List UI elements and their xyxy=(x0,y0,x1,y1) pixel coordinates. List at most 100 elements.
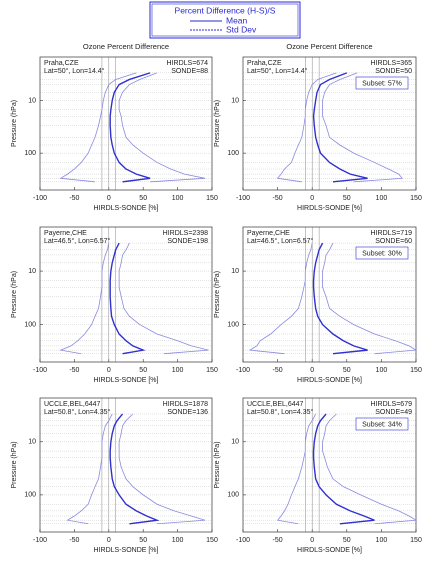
station: Praha,CZE xyxy=(247,60,282,67)
station: UCCLE,BEL,6447 xyxy=(44,401,101,408)
x-tick-label: 0 xyxy=(310,195,314,202)
y-tick-label: 10 xyxy=(231,439,239,446)
subset-label: Subset: 57% xyxy=(362,80,402,87)
y-tick-label: 10 xyxy=(28,268,36,275)
chart-title: Ozone Percent Difference xyxy=(83,42,169,51)
sonde-count: SONDE=60 xyxy=(375,238,412,245)
y-tick-label: 100 xyxy=(24,492,36,499)
x-tick-label: 50 xyxy=(139,537,147,544)
sonde-count: SONDE=198 xyxy=(167,238,208,245)
y-axis-label: Pressure (hPa) xyxy=(214,441,221,488)
x-tick-label: -100 xyxy=(236,537,250,544)
station: Payerne,CHE xyxy=(44,230,87,237)
mean-line xyxy=(109,72,151,183)
x-tick-label: -100 xyxy=(33,367,47,374)
std-dev-line xyxy=(322,413,418,525)
panel: -100 -50 0 50 100 150 10 100 HIRDLS-SONDE [%] Pre… xyxy=(214,42,422,212)
y-tick-label: 100 xyxy=(227,492,239,499)
std-dev-line xyxy=(118,242,209,355)
y-tick-label: 10 xyxy=(231,268,239,275)
std-dev-line xyxy=(59,243,110,355)
y-tick-label: 100 xyxy=(24,150,36,157)
panel: -100 -50 0 50 100 150 10 100 HIRDLS-SONDE [%] Pre… xyxy=(11,397,218,554)
x-tick-label: -50 xyxy=(273,537,283,544)
location: Lat=50.8°, Lon=4.35° xyxy=(44,408,111,416)
x-tick-label: 100 xyxy=(172,537,184,544)
x-axis-label: HIRDLS-SONDE [%] xyxy=(297,377,362,384)
x-tick-label: 150 xyxy=(206,195,218,202)
x-axis-label: HIRDLS-SONDE [%] xyxy=(94,377,159,384)
subset-label: Subset: 30% xyxy=(362,250,402,257)
x-tick-label: -50 xyxy=(273,367,283,374)
plot-frame xyxy=(39,226,213,363)
x-tick-label: 0 xyxy=(107,537,111,544)
plot-frame xyxy=(39,397,213,533)
panel: -100 -50 0 50 100 150 10 100 HIRDLS-SONDE [%] Pre… xyxy=(214,397,422,554)
legend-label: Std Dev xyxy=(226,24,257,34)
legend-box-inner xyxy=(151,3,299,37)
plot-frame xyxy=(242,226,417,363)
x-tick-label: 0 xyxy=(310,537,314,544)
x-tick-label: 150 xyxy=(206,537,218,544)
hirdls-count: HIRDLS=2398 xyxy=(163,230,208,237)
x-tick-label: 150 xyxy=(410,195,422,202)
subset-label: Subset: 34% xyxy=(362,421,402,428)
x-tick-label: 0 xyxy=(107,367,111,374)
x-tick-label: 150 xyxy=(410,367,422,374)
y-tick-label: 10 xyxy=(28,97,36,104)
x-tick-label: 50 xyxy=(343,537,351,544)
x-tick-label: -50 xyxy=(69,367,79,374)
x-tick-label: -50 xyxy=(69,537,79,544)
std-dev-line xyxy=(66,413,113,525)
legend-title: Percent Difference (H-S)/S xyxy=(175,5,276,15)
subset-box xyxy=(355,417,409,431)
panel: -100 -50 0 50 100 150 10 100 HIRDLS-SONDE [%] Pre… xyxy=(11,42,218,212)
std-dev-line xyxy=(248,243,313,355)
y-tick-label: 10 xyxy=(231,97,239,104)
panel: -100 -50 0 50 100 150 10 100 HIRDLS-SONDE [%] Pre… xyxy=(214,226,422,384)
x-tick-label: 100 xyxy=(172,195,184,202)
location: Lat=50°, Lon=14.4° xyxy=(44,67,105,75)
x-tick-label: 0 xyxy=(107,195,111,202)
x-tick-label: 100 xyxy=(376,367,388,374)
x-tick-label: -50 xyxy=(273,195,283,202)
mean-line xyxy=(109,413,160,525)
x-tick-label: 100 xyxy=(172,367,184,374)
sonde-count: SONDE=49 xyxy=(375,409,412,416)
y-tick-label: 100 xyxy=(24,321,36,328)
std-dev-line xyxy=(276,72,337,183)
station: UCCLE,BEL,6447 xyxy=(247,401,304,408)
location: Lat=46.5°, Lon=6.57° xyxy=(247,237,314,245)
y-tick-label: 10 xyxy=(28,439,36,446)
chart-title: Ozone Percent Difference xyxy=(286,42,372,51)
x-tick-label: -50 xyxy=(69,195,79,202)
sonde-count: SONDE=88 xyxy=(171,68,208,75)
std-dev-line xyxy=(322,72,403,183)
subset-box xyxy=(355,76,409,90)
location: Lat=50°, Lon=14.4° xyxy=(247,67,308,75)
panel: -100 -50 0 50 100 150 10 100 HIRDLS-SONDE [%] Pre… xyxy=(11,226,218,384)
subset-box xyxy=(355,246,409,260)
location: Lat=50.8°, Lon=4.35° xyxy=(247,408,314,416)
station: Praha,CZE xyxy=(44,60,79,67)
x-tick-label: 150 xyxy=(206,367,218,374)
sonde-count: SONDE=136 xyxy=(167,409,208,416)
x-tick-label: 150 xyxy=(410,537,422,544)
x-axis-label: HIRDLS-SONDE [%] xyxy=(94,205,159,212)
y-axis-label: Pressure (hPa) xyxy=(214,100,221,147)
std-dev-line xyxy=(59,72,137,183)
hirdls-count: HIRDLS=365 xyxy=(371,60,413,67)
location: Lat=46.5°, Lon=6.57° xyxy=(44,237,111,245)
legend-box xyxy=(149,1,301,39)
x-tick-label: 50 xyxy=(343,367,351,374)
plot-frame xyxy=(242,56,417,191)
hirdls-count: HIRDLS=679 xyxy=(371,401,413,408)
hirdls-count: HIRDLS=1878 xyxy=(163,401,208,408)
x-tick-label: -100 xyxy=(33,537,47,544)
mean-line xyxy=(109,242,146,355)
y-axis-label: Pressure (hPa) xyxy=(11,441,18,488)
plot-frame xyxy=(39,56,213,191)
std-dev-line xyxy=(276,413,317,525)
y-tick-label: 100 xyxy=(227,321,239,328)
y-axis-label: Pressure (hPa) xyxy=(214,271,221,318)
